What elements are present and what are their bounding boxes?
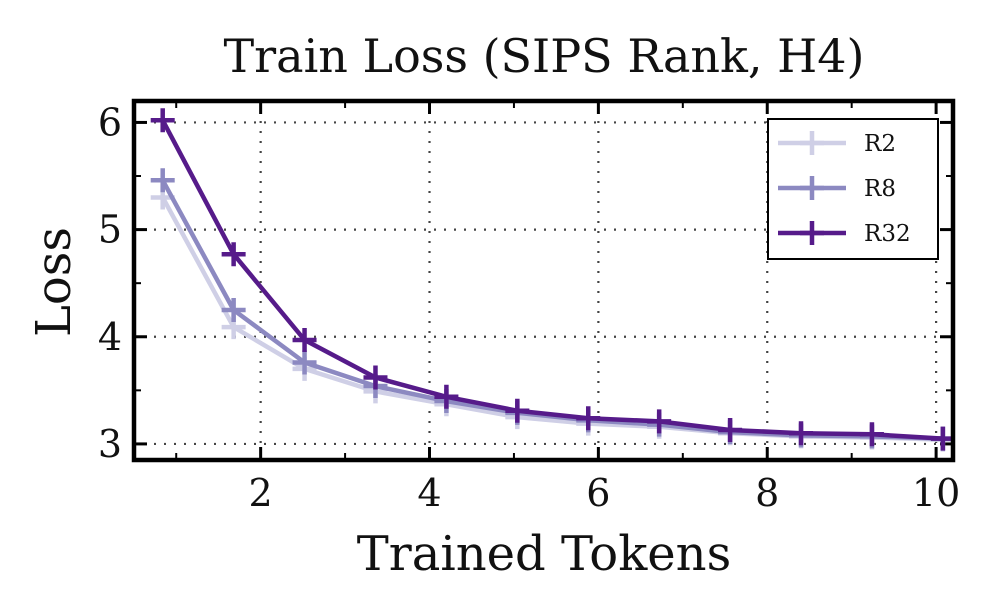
data-point-r32 xyxy=(150,108,175,133)
y-tick-label: 5 xyxy=(98,208,122,252)
data-point-r32 xyxy=(576,406,601,431)
data-point-r32 xyxy=(221,242,246,267)
legend-label-r2: R2 xyxy=(864,131,896,157)
x-tick-label: 8 xyxy=(755,471,779,515)
legend-label-r32: R32 xyxy=(864,221,911,247)
x-tick-label: 6 xyxy=(586,471,610,515)
x-tick-label: 4 xyxy=(417,471,441,515)
legend-marker-r8 xyxy=(800,176,824,200)
chart-title: Train Loss (SIPS Rank, H4) xyxy=(223,29,864,83)
y-tick-label: 3 xyxy=(98,422,122,466)
plot-frame xyxy=(131,98,956,463)
x-tick-label: 10 xyxy=(912,471,960,515)
data-point-r32 xyxy=(859,422,884,447)
data-point-r8 xyxy=(221,297,246,322)
data-point-r32 xyxy=(292,327,317,352)
x-axis-label: Trained Tokens xyxy=(357,526,731,582)
legend-marker-r32 xyxy=(800,221,824,245)
data-point-r8 xyxy=(150,168,175,193)
legend-marker-r2 xyxy=(800,131,824,155)
data-point-r8 xyxy=(292,350,317,375)
legend: R2 R8 R32 xyxy=(767,118,939,260)
plot-area: 2 4 6 8 10 3 4 5 6 xyxy=(98,98,960,515)
legend-label-r8: R8 xyxy=(864,176,896,202)
data-point-r32 xyxy=(789,421,814,446)
data-point-r32 xyxy=(363,365,388,390)
data-point-r32 xyxy=(505,398,530,423)
y-axis-label: Loss xyxy=(26,227,82,337)
data-point-r32 xyxy=(718,417,743,442)
y-tick-label: 6 xyxy=(98,100,122,144)
data-point-r32 xyxy=(434,384,459,409)
data-point-r32 xyxy=(647,409,672,434)
x-tick-label: 2 xyxy=(249,471,273,515)
y-tick-label: 4 xyxy=(98,315,122,359)
